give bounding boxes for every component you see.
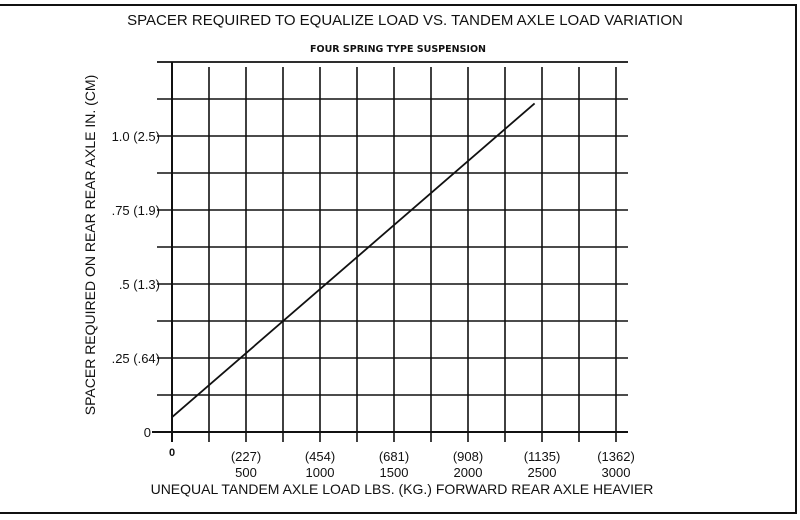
series-line [171, 102, 536, 418]
x-tick-lbs-label: 2000 [454, 465, 483, 480]
x-tick-lbs-label: 1000 [306, 465, 335, 480]
x-tick-label: 0 [169, 447, 175, 459]
y-axis-ticks: 0 .25 (.64) .5 (1.3) .75 (1.9) 1.0 (2.5) [112, 129, 160, 440]
y-tick-label: 0 [144, 425, 151, 440]
x-tick-kg-label: (1135) [524, 449, 561, 464]
x-tick-kg-label: (1362) [597, 449, 635, 464]
chart-frame [0, 4, 797, 514]
y-axis-label: SPACER REQUIRED ON REAR REAR AXLE IN. (C… [82, 75, 98, 415]
x-tick-kg-label: (227) [231, 449, 261, 464]
x-tick-lbs-label: 500 [235, 465, 257, 480]
x-axis-ticks: 0 (227)500 (454)1000 (681)1500 (908)2000 (113… [169, 447, 635, 480]
x-tick-kg-label: (454) [305, 449, 335, 464]
y-tick-label: 1.0 (2.5) [112, 129, 160, 144]
chart-subtitle: FOUR SPRING TYPE SUSPENSION [310, 44, 486, 55]
series-group [171, 102, 536, 418]
x-tick-kg-label: (681) [379, 449, 409, 464]
grid [152, 61, 628, 442]
x-tick-lbs-label: 3000 [602, 465, 631, 480]
y-tick-label: .5 (1.3) [119, 277, 160, 292]
chart-title: SPACER REQUIRED TO EQUALIZE LOAD VS. TAN… [127, 12, 683, 29]
x-tick-lbs-label: 1500 [380, 465, 409, 480]
y-tick-label: .75 (1.9) [112, 203, 160, 218]
x-tick-lbs-label: 2500 [528, 465, 557, 480]
x-axis-label: UNEQUAL TANDEM AXLE LOAD LBS. (KG.) FORW… [151, 481, 654, 497]
y-tick-label: .25 (.64) [112, 351, 160, 366]
x-tick-kg-label: (908) [453, 449, 483, 464]
